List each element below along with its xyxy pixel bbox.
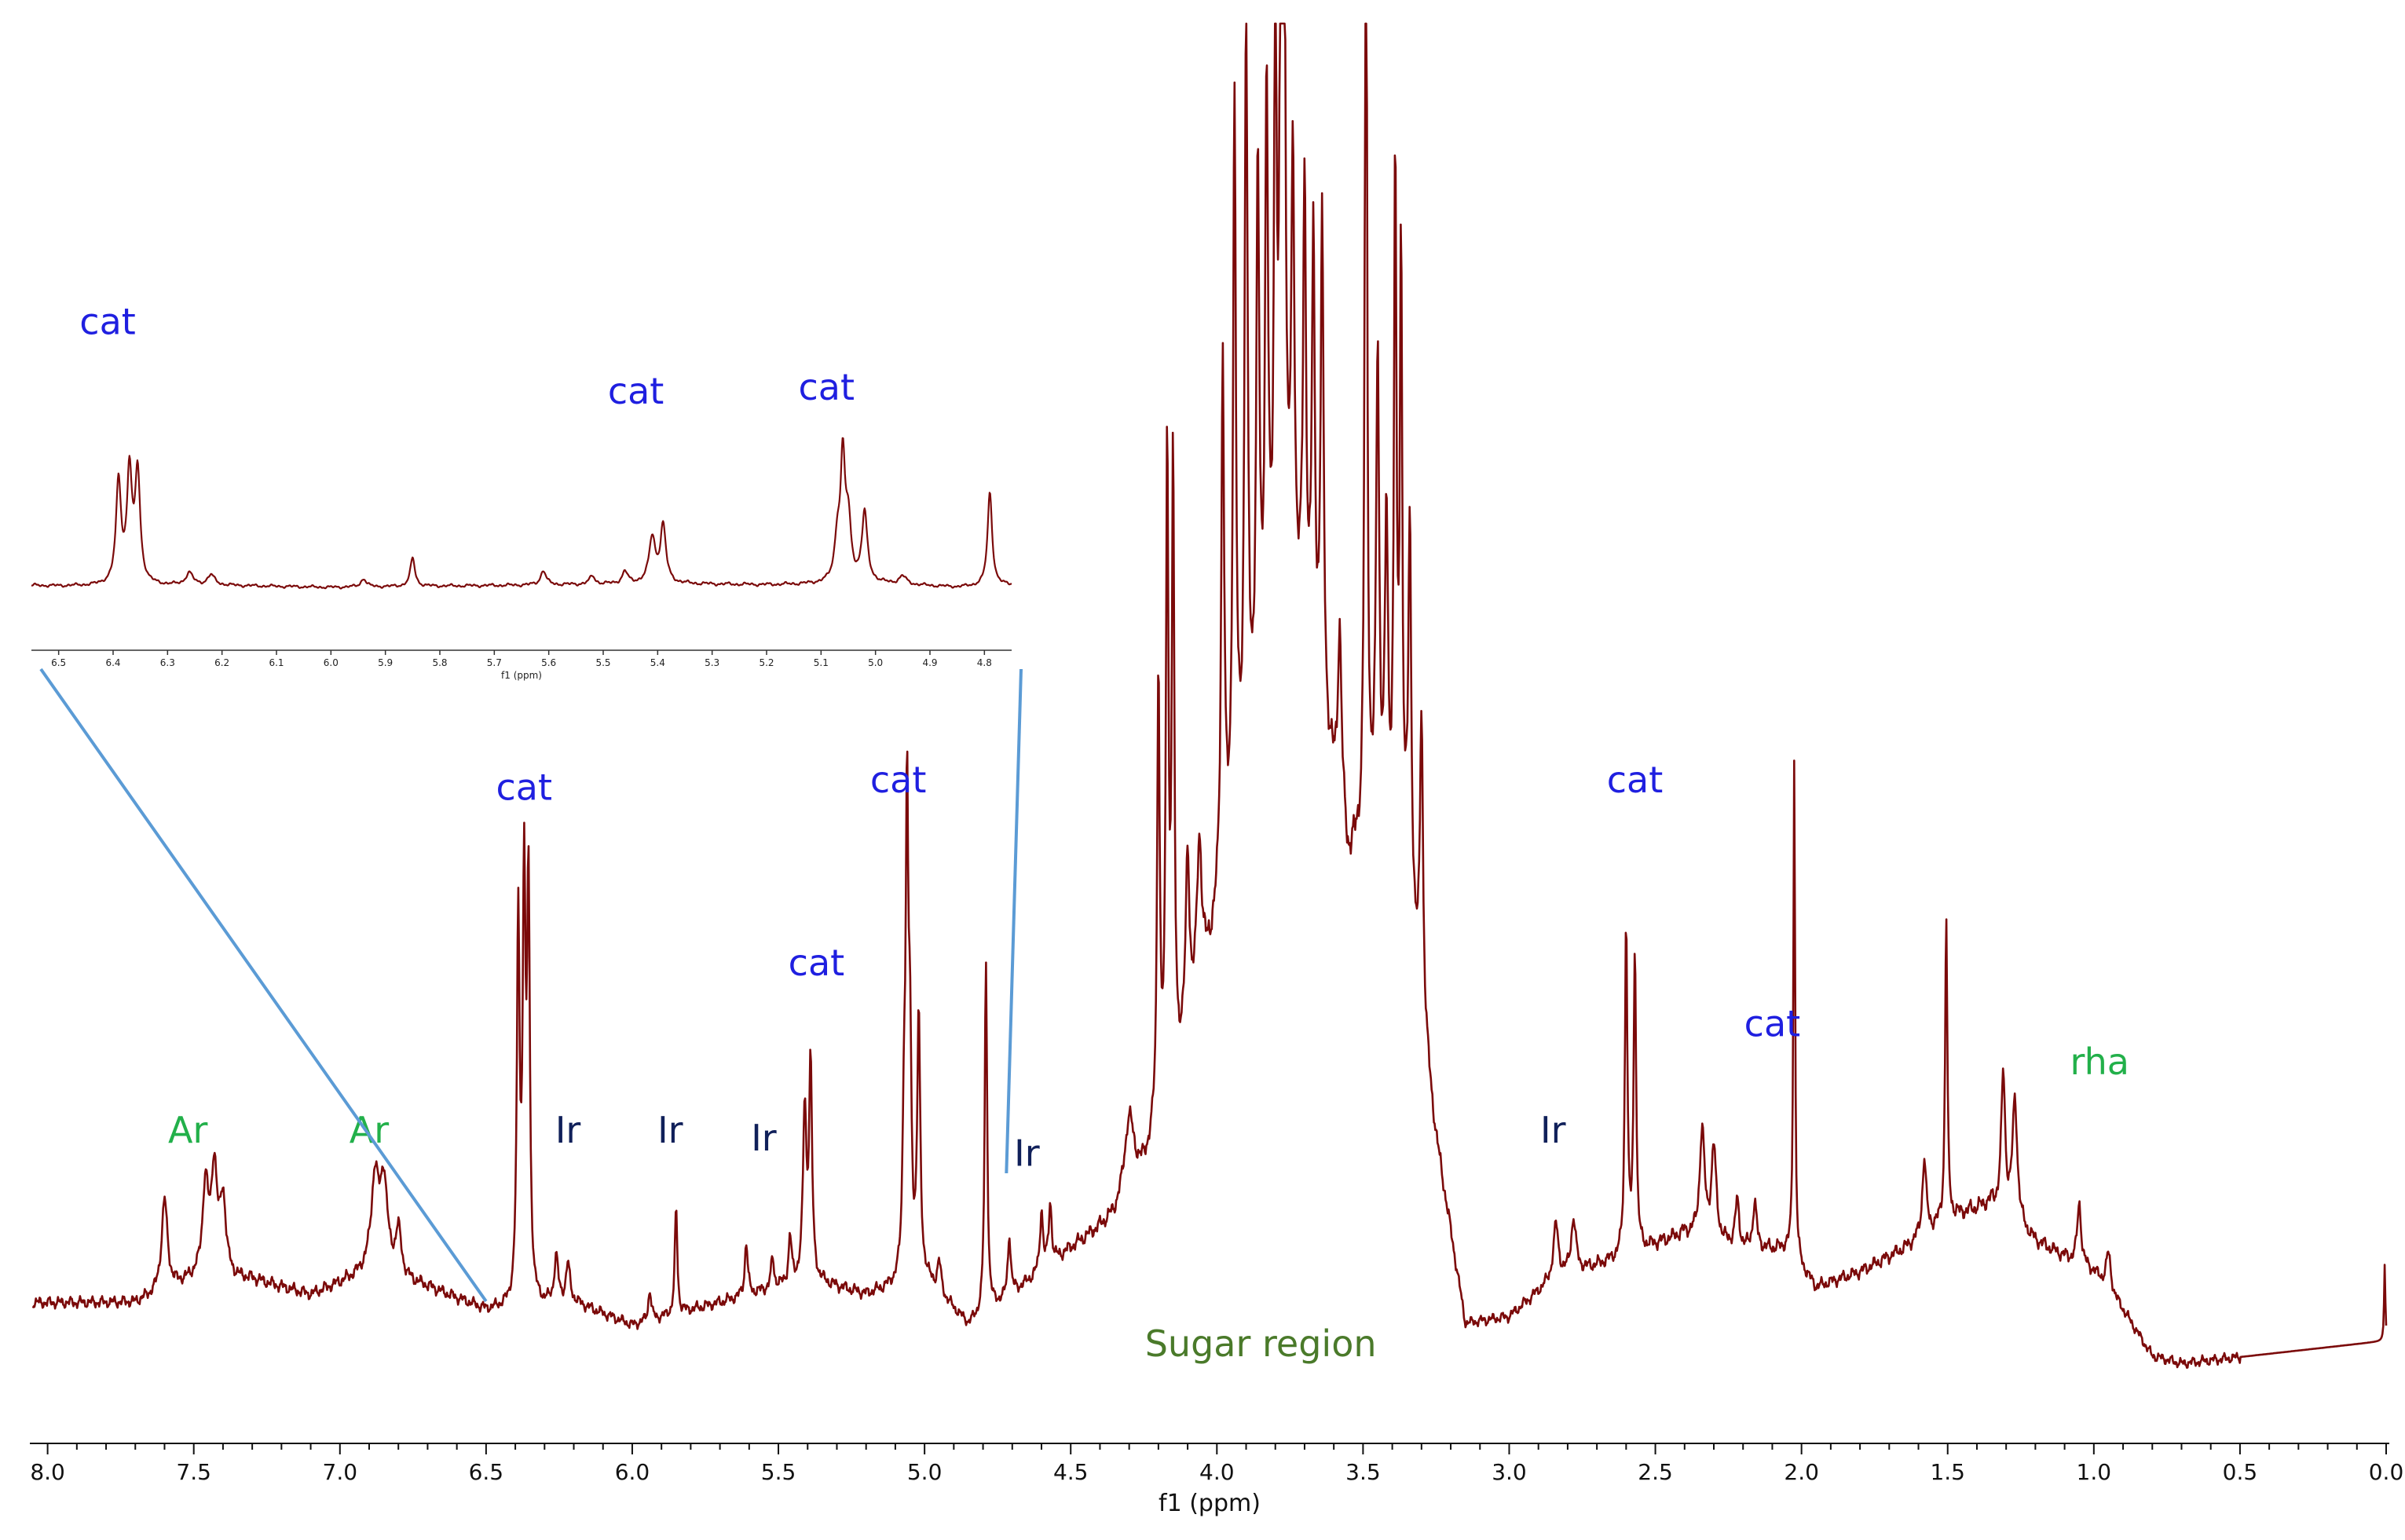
x-axis: 8.0 7.5 7.0 6.5 6.0 5.5 5.0 4.5 4.0 3.5 3.0 2.5 2.0 1… <box>30 1443 2403 1485</box>
x-tick-label: 0.5 <box>2223 1459 2258 1485</box>
x-tick-label: 7.5 <box>176 1459 211 1485</box>
inset-x-tick-label: 4.9 <box>922 657 937 668</box>
inset-x-tick-label: 5.5 <box>595 657 610 668</box>
peak-label-cat: cat <box>870 759 927 801</box>
x-tick-label: 4.5 <box>1053 1459 1089 1485</box>
inset-peak-label-cat: cat <box>79 301 136 343</box>
inset-x-tick-label: 6.0 <box>324 657 339 668</box>
inset-x-axis: 6.5 6.4 6.3 6.2 6.1 6.0 5.9 5.8 5.7 5.6 5.5 5.4 5.3 5… <box>31 649 1012 668</box>
inset-x-tick-label: 5.8 <box>432 657 447 668</box>
inset-spectrum-trace <box>31 437 1012 590</box>
inset-x-tick-label: 6.4 <box>105 657 120 668</box>
inset-x-tick-label: 6.2 <box>214 657 229 668</box>
inset-connector-right <box>1005 668 1023 1174</box>
x-tick-label: 1.5 <box>1930 1459 1965 1485</box>
inset-x-tick-label: 5.3 <box>705 657 719 668</box>
inset-x-tick-label: 5.6 <box>541 657 556 668</box>
peak-label-ir: Ir <box>657 1109 683 1151</box>
peak-label-cat: cat <box>789 942 845 984</box>
inset-x-tick-label: 6.5 <box>51 657 66 668</box>
inset-x-tick-label: 5.4 <box>650 657 665 668</box>
x-tick-label: 3.0 <box>1492 1459 1527 1485</box>
inset-x-tick-label: 6.1 <box>269 657 284 668</box>
x-tick-label: 3.5 <box>1345 1459 1381 1485</box>
peak-label-cat: cat <box>1607 759 1664 801</box>
peak-label-ir: Ir <box>1014 1132 1040 1174</box>
peak-label-ir: Ir <box>1540 1109 1566 1151</box>
peak-label-rha: rha <box>2070 1041 2129 1083</box>
inset-x-tick-label: 6.3 <box>160 657 175 668</box>
inset-x-axis-title: f1 (ppm) <box>501 670 542 681</box>
inset-connector-left <box>39 668 488 1303</box>
x-tick-label: 2.0 <box>1784 1459 1819 1485</box>
x-tick-label: 6.0 <box>615 1459 650 1485</box>
inset-x-tick-label: 5.2 <box>759 657 774 668</box>
inset-x-tick-label: 4.8 <box>977 657 992 668</box>
inset-x-tick-label: 5.9 <box>378 657 393 668</box>
inset-peak-labels: cat cat cat <box>79 301 855 412</box>
x-tick-label: 2.5 <box>1638 1459 1673 1485</box>
x-tick-label: 8.0 <box>30 1459 65 1485</box>
x-tick-label: 5.5 <box>761 1459 796 1485</box>
x-tick-label: 6.5 <box>469 1459 504 1485</box>
x-tick-label: 5.0 <box>907 1459 943 1485</box>
peak-label-cat: cat <box>496 766 552 809</box>
peak-label-ar: Ar <box>168 1109 207 1151</box>
x-tick-label: 7.0 <box>323 1459 358 1485</box>
x-tick-label: 1.0 <box>2077 1459 2112 1485</box>
peak-label-cat: cat <box>1744 1002 1801 1044</box>
inset-spectrum: 6.5 6.4 6.3 6.2 6.1 6.0 5.9 5.8 5.7 5.6 5.5 5.4 5.3 5… <box>31 301 1012 681</box>
inset-x-tick-label: 5.1 <box>814 657 829 668</box>
peak-label-ir: Ir <box>751 1117 777 1159</box>
inset-peak-label-cat: cat <box>799 366 855 408</box>
region-label-sugar: Sugar region <box>1145 1322 1377 1365</box>
x-axis-title: f1 (ppm) <box>1159 1490 1261 1517</box>
peak-label-ir: Ir <box>555 1109 581 1151</box>
inset-peak-label-cat: cat <box>608 370 664 412</box>
inset-x-tick-label: 5.7 <box>487 657 502 668</box>
x-tick-label: 0.0 <box>2369 1459 2404 1485</box>
x-tick-label: 4.0 <box>1199 1459 1235 1485</box>
inset-x-tick-label: 5.0 <box>868 657 883 668</box>
spectrum-trace <box>31 22 2388 1369</box>
